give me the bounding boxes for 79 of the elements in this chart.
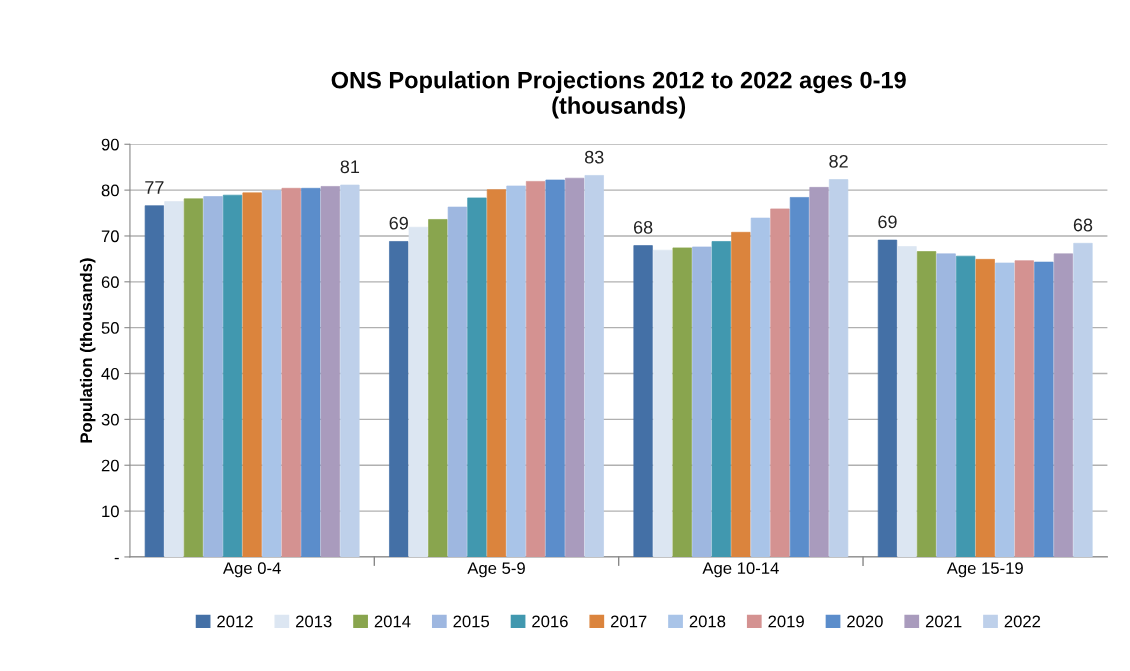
legend-label: 2014 bbox=[374, 615, 411, 628]
bar bbox=[525, 181, 546, 557]
x-tick-label: Age 0-4 bbox=[222, 562, 281, 578]
bar bbox=[408, 226, 428, 557]
y-tick-label: 80 bbox=[101, 184, 119, 197]
bar bbox=[389, 241, 409, 557]
bar bbox=[750, 217, 771, 557]
legend-label: 2012 bbox=[217, 615, 253, 628]
bar bbox=[281, 187, 301, 557]
legend-label: 2015 bbox=[453, 615, 490, 628]
data-label: 82 bbox=[829, 154, 848, 168]
y-tick-label: - bbox=[114, 557, 119, 560]
bar bbox=[447, 206, 468, 557]
bar bbox=[1073, 242, 1093, 557]
y-tick-label: 50 bbox=[101, 322, 119, 334]
bar bbox=[692, 246, 712, 557]
bar bbox=[956, 255, 976, 557]
x-tick-label: Age 5-9 bbox=[467, 562, 525, 578]
bar bbox=[301, 187, 321, 557]
bar bbox=[428, 219, 448, 557]
legend-label: 2021 bbox=[925, 615, 962, 628]
y-tick-label: 30 bbox=[101, 413, 119, 426]
bar bbox=[995, 262, 1015, 557]
legend-label: 2017 bbox=[610, 615, 647, 628]
x-tick-label: Age 10-14 bbox=[702, 562, 779, 578]
bar bbox=[565, 177, 585, 557]
bar bbox=[1053, 253, 1074, 557]
legend-label: 2022 bbox=[1004, 615, 1041, 628]
bar bbox=[222, 194, 243, 557]
bar bbox=[183, 198, 204, 557]
bar bbox=[506, 185, 526, 557]
bar bbox=[936, 253, 956, 557]
bar bbox=[1034, 261, 1054, 557]
legend-label: 2020 bbox=[847, 615, 883, 628]
bar bbox=[770, 208, 790, 557]
legend-label: 2019 bbox=[768, 615, 804, 628]
bar bbox=[545, 179, 565, 557]
data-label: 83 bbox=[584, 150, 604, 164]
bar bbox=[916, 251, 937, 557]
bar bbox=[731, 231, 751, 557]
data-label: 77 bbox=[145, 181, 164, 194]
y-tick-label: 70 bbox=[101, 230, 119, 243]
data-label: 68 bbox=[633, 220, 653, 234]
bar bbox=[1014, 260, 1034, 557]
bar bbox=[467, 197, 487, 557]
y-tick-label: 10 bbox=[102, 505, 119, 518]
bar bbox=[877, 239, 898, 557]
bar bbox=[809, 187, 829, 557]
bar bbox=[144, 205, 165, 557]
bar bbox=[789, 197, 810, 557]
bar bbox=[633, 245, 653, 557]
bar bbox=[164, 201, 184, 557]
bar bbox=[320, 186, 340, 557]
bar bbox=[584, 175, 604, 557]
y-tick-label: 60 bbox=[101, 276, 119, 289]
y-tick-label: 20 bbox=[101, 459, 119, 472]
bar bbox=[672, 247, 692, 557]
bar bbox=[340, 184, 360, 557]
chart-title: ONS Population Projections 2012 to 2022 ages 0-19 (thousands) bbox=[331, 71, 906, 119]
data-label: 69 bbox=[878, 215, 897, 229]
data-label: 68 bbox=[1073, 218, 1093, 232]
y-tick-label: 90 bbox=[101, 138, 119, 151]
bar bbox=[897, 246, 917, 557]
bar bbox=[711, 241, 731, 557]
legend-label: 2018 bbox=[689, 615, 726, 628]
legend-label: 2013 bbox=[296, 615, 332, 628]
bar bbox=[242, 192, 262, 557]
data-label: 81 bbox=[340, 160, 360, 174]
bar bbox=[828, 179, 849, 557]
y-axis-title: Population (thousands) bbox=[79, 258, 96, 443]
bar bbox=[486, 189, 507, 557]
x-tick-label: Age 15-19 bbox=[946, 562, 1023, 578]
bar bbox=[262, 190, 282, 557]
legend-label: 2016 bbox=[532, 615, 568, 628]
bar bbox=[975, 259, 995, 557]
bar bbox=[203, 196, 223, 557]
bar bbox=[653, 249, 673, 557]
data-label: 69 bbox=[389, 216, 408, 230]
y-tick-label: 40 bbox=[101, 367, 119, 380]
